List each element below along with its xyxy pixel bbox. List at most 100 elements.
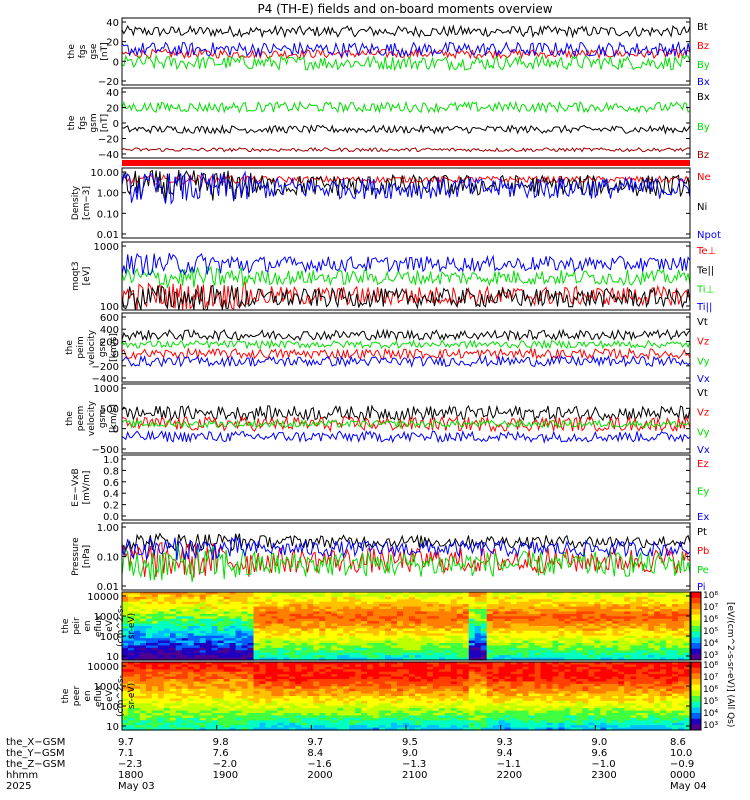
heatmap-cell: [654, 650, 661, 654]
heatmap-cell: [606, 604, 613, 608]
heatmap-cell: [301, 698, 308, 702]
heatmap-cell: [570, 657, 577, 661]
heatmap-cell: [552, 671, 560, 675]
heatmap-cell: [379, 691, 386, 695]
heatmap-cell: [414, 599, 422, 603]
heatmap-cell: [666, 596, 673, 600]
heatmap-cell: [558, 708, 566, 712]
heatmap-cell: [259, 650, 267, 654]
heatmap-cell: [277, 686, 285, 690]
ytick-label: 0: [113, 119, 119, 130]
heatmap-cell: [307, 700, 314, 704]
heatmap-cell: [576, 657, 583, 661]
heatmap-cell: [307, 635, 314, 639]
heatmap-cell: [438, 599, 446, 603]
heatmap-cell: [486, 655, 494, 659]
heatmap-cell: [552, 664, 560, 668]
heatmap-cell: [283, 650, 291, 654]
heatmap-cell: [546, 666, 554, 670]
heatmap-cell: [379, 613, 386, 617]
heatmap-cell: [217, 635, 225, 639]
heatmap-cell: [379, 676, 386, 680]
heatmap-cell: [486, 650, 494, 654]
heatmap-cell: [331, 652, 338, 656]
heatmap-cell: [283, 679, 291, 683]
heatmap-cell: [337, 618, 344, 622]
heatmap-cell: [313, 606, 320, 610]
heatmap-cell: [235, 635, 243, 639]
heatmap-cell: [337, 609, 344, 613]
heatmap-cell: [331, 698, 338, 702]
heatmap-cell: [456, 609, 464, 613]
heatmap-cell: [391, 621, 398, 625]
heatmap-cell: [522, 688, 530, 692]
heatmap-cell: [331, 681, 338, 685]
heatmap-cell: [361, 647, 368, 651]
heatmap-cell: [510, 635, 518, 639]
heatmap-cell: [139, 628, 147, 632]
heatmap-cell: [247, 693, 255, 697]
heatmap-cell: [355, 647, 362, 651]
heatmap-cell: [241, 679, 249, 683]
heatmap-cell: [259, 626, 267, 630]
heatmap-cell: [247, 727, 255, 731]
heatmap-cell: [397, 725, 404, 729]
heatmap-cell: [666, 643, 673, 647]
heatmap-cell: [438, 681, 446, 685]
heatmap-cell: [151, 601, 159, 605]
heatmap-cell: [325, 715, 332, 719]
heatmap-cell: [127, 643, 135, 647]
heatmap-cell: [397, 674, 404, 678]
colorbar-step: [691, 654, 701, 661]
heatmap-cell: [307, 720, 314, 724]
heatmap-cell: [229, 645, 237, 649]
heatmap-cell: [289, 606, 296, 610]
heatmap-cell: [361, 630, 368, 634]
heatmap-cell: [456, 710, 464, 714]
heatmap-cell: [289, 611, 296, 615]
heatmap-cell: [247, 705, 255, 709]
heatmap-cell: [157, 643, 165, 647]
heatmap-cell: [145, 664, 153, 668]
heatmap-cell: [217, 676, 225, 680]
heatmap-cell: [122, 662, 129, 666]
heatmap-cell: [516, 708, 524, 712]
heatmap-cell: [349, 674, 356, 678]
heatmap-cell: [349, 717, 356, 721]
heatmap-cell: [175, 606, 183, 610]
heatmap-cell: [313, 679, 320, 683]
heatmap-cell: [343, 666, 350, 670]
heatmap-cell: [169, 722, 177, 726]
heatmap-cell: [331, 657, 338, 661]
heatmap-cell: [355, 722, 362, 726]
heatmap-cell: [319, 676, 326, 680]
heatmap-cell: [187, 662, 195, 666]
heatmap-cell: [594, 594, 601, 598]
heatmap-cell: [414, 633, 422, 637]
heatmap-cell: [480, 698, 488, 702]
heatmap-cell: [648, 618, 655, 622]
heatmap-cell: [450, 683, 458, 687]
heatmap-cell: [588, 630, 595, 634]
colorbar-step: [691, 648, 701, 655]
heatmap-cell: [349, 713, 356, 717]
heatmap-cell: [414, 640, 422, 644]
heatmap-cell: [426, 669, 434, 673]
legend-entry: Pt: [697, 527, 707, 538]
heatmap-cell: [247, 623, 255, 627]
heatmap-cell: [163, 628, 171, 632]
heatmap-cell: [247, 652, 255, 656]
heatmap-cell: [367, 664, 374, 668]
heatmap-cell: [301, 638, 308, 642]
heatmap-cell: [522, 713, 530, 717]
heatmap-cell: [528, 633, 536, 637]
heatmap-cell: [432, 621, 440, 625]
heatmap-cell: [450, 688, 458, 692]
heatmap-cell: [211, 638, 219, 642]
heatmap-cell: [259, 691, 267, 695]
heatmap-cell: [229, 696, 237, 700]
heatmap-cell: [624, 635, 631, 639]
heatmap-cell: [229, 647, 237, 651]
